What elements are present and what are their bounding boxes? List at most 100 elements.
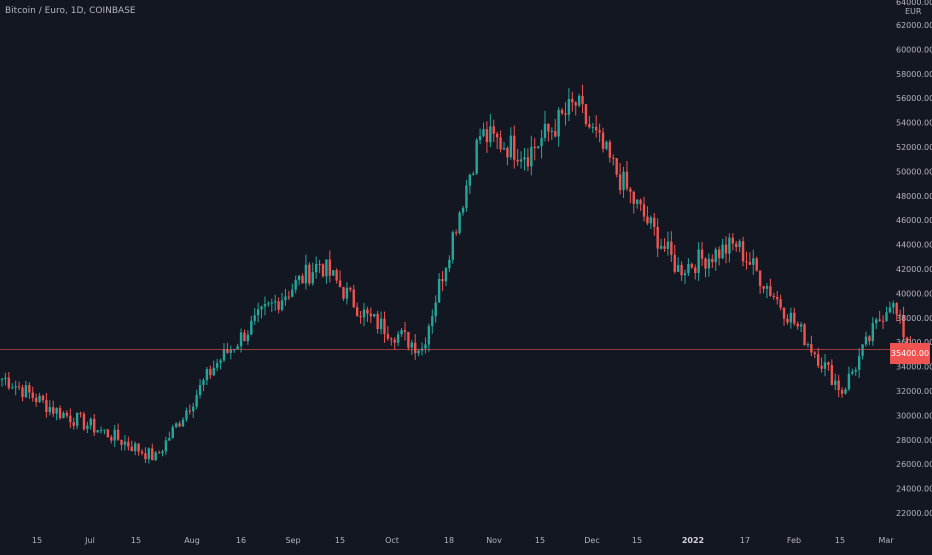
candle-body <box>58 407 62 419</box>
candle-body <box>335 270 338 281</box>
price-axis-tick: 32000.00 <box>896 387 932 396</box>
candle-body <box>547 123 550 132</box>
candle-body <box>478 136 482 141</box>
price-axis-tick: 24000.00 <box>896 485 932 494</box>
candle-body <box>106 429 110 438</box>
candle-body <box>857 355 861 370</box>
candle-body <box>314 263 318 273</box>
candle-body <box>157 452 161 454</box>
candle-body <box>663 246 666 249</box>
candle-body <box>564 113 567 115</box>
candle-body <box>444 268 448 282</box>
candle-body <box>871 323 875 342</box>
time-axis: 15 Jul 15 Aug 16 Sep 15 Oct 18 Nov 15 Dec 15 2022 17 Fe… <box>32 536 894 545</box>
candle-body <box>827 362 830 366</box>
candle-body <box>178 423 181 427</box>
candle-body <box>21 387 24 398</box>
candle-body <box>4 377 7 380</box>
candle-body <box>519 159 523 162</box>
candle-body <box>147 448 151 460</box>
candle-body <box>536 146 540 148</box>
candle-body <box>854 369 857 372</box>
time-axis-tick: 15 <box>835 536 845 545</box>
time-axis-tick: 15 <box>535 536 545 545</box>
candle-body <box>779 299 782 308</box>
candle-body <box>752 258 755 265</box>
price-axis-tick: 38000.00 <box>896 314 932 323</box>
candle-body <box>550 131 554 133</box>
candle-body <box>349 287 352 290</box>
candle-body <box>133 443 137 452</box>
candle-body <box>847 373 851 390</box>
candle-body <box>99 429 103 431</box>
candle-body <box>769 286 772 296</box>
candle-body <box>151 448 154 461</box>
candle-body <box>830 365 834 385</box>
candle-body <box>14 386 17 388</box>
candle-body <box>523 157 526 160</box>
candle-body <box>680 264 683 276</box>
candle-body <box>581 95 584 105</box>
candle-body <box>103 429 106 431</box>
candle-body <box>120 439 123 445</box>
candle-body <box>383 318 386 335</box>
candle-body <box>253 315 256 321</box>
candle-body <box>851 371 854 374</box>
candle-body <box>403 330 407 332</box>
candle-body <box>308 264 311 284</box>
candle-body <box>475 140 478 174</box>
price-axis-currency: EUR <box>905 7 922 16</box>
candle-body <box>437 279 441 303</box>
candle-body <box>482 129 485 137</box>
candle-body <box>185 410 188 420</box>
candle-body <box>485 129 489 143</box>
candle-body <box>427 326 431 345</box>
candle-body <box>250 320 253 335</box>
candle-body <box>342 287 345 299</box>
candle-body <box>697 249 700 274</box>
candle-body <box>188 410 192 412</box>
price-axis-tick: 28000.00 <box>896 436 932 445</box>
candle-body <box>96 430 99 433</box>
candle-body <box>789 312 793 323</box>
candle-body <box>113 429 116 441</box>
candle-body <box>62 412 65 419</box>
candle-body <box>219 360 222 364</box>
candle-body <box>707 258 711 269</box>
candle-body <box>345 287 349 299</box>
price-axis-tick: 34000.00 <box>896 363 932 372</box>
candle-body <box>738 241 741 248</box>
candle-body <box>557 109 560 137</box>
candle-body <box>410 342 413 348</box>
candle-body <box>181 419 185 427</box>
candle-body <box>885 312 888 322</box>
price-axis-tick: 46000.00 <box>896 216 932 225</box>
candle-body <box>905 337 909 345</box>
candle-body <box>396 334 400 343</box>
time-axis-tick: 17 <box>740 536 750 545</box>
candle-body <box>813 352 816 355</box>
price-axis-tick: 48000.00 <box>896 192 932 201</box>
candle-body <box>868 336 871 342</box>
candle-body <box>379 318 383 330</box>
candle-body <box>373 313 376 317</box>
candle-body <box>796 323 799 327</box>
time-axis-tick: Mar <box>878 536 894 545</box>
candle-body <box>140 451 144 454</box>
candle-body <box>93 418 96 433</box>
candle-body <box>618 174 622 191</box>
candle-body <box>171 427 174 439</box>
price-axis-tick: 44000.00 <box>896 241 932 250</box>
candle-body <box>328 259 332 276</box>
candle-body <box>748 261 752 265</box>
time-axis-tick: Nov <box>486 536 502 545</box>
candle-body <box>653 217 656 227</box>
candle-body <box>52 407 55 414</box>
candle-body <box>489 126 492 143</box>
candle-body <box>355 307 359 317</box>
candle-body <box>694 267 697 274</box>
candle-body <box>222 349 226 361</box>
candle-body <box>75 412 79 426</box>
